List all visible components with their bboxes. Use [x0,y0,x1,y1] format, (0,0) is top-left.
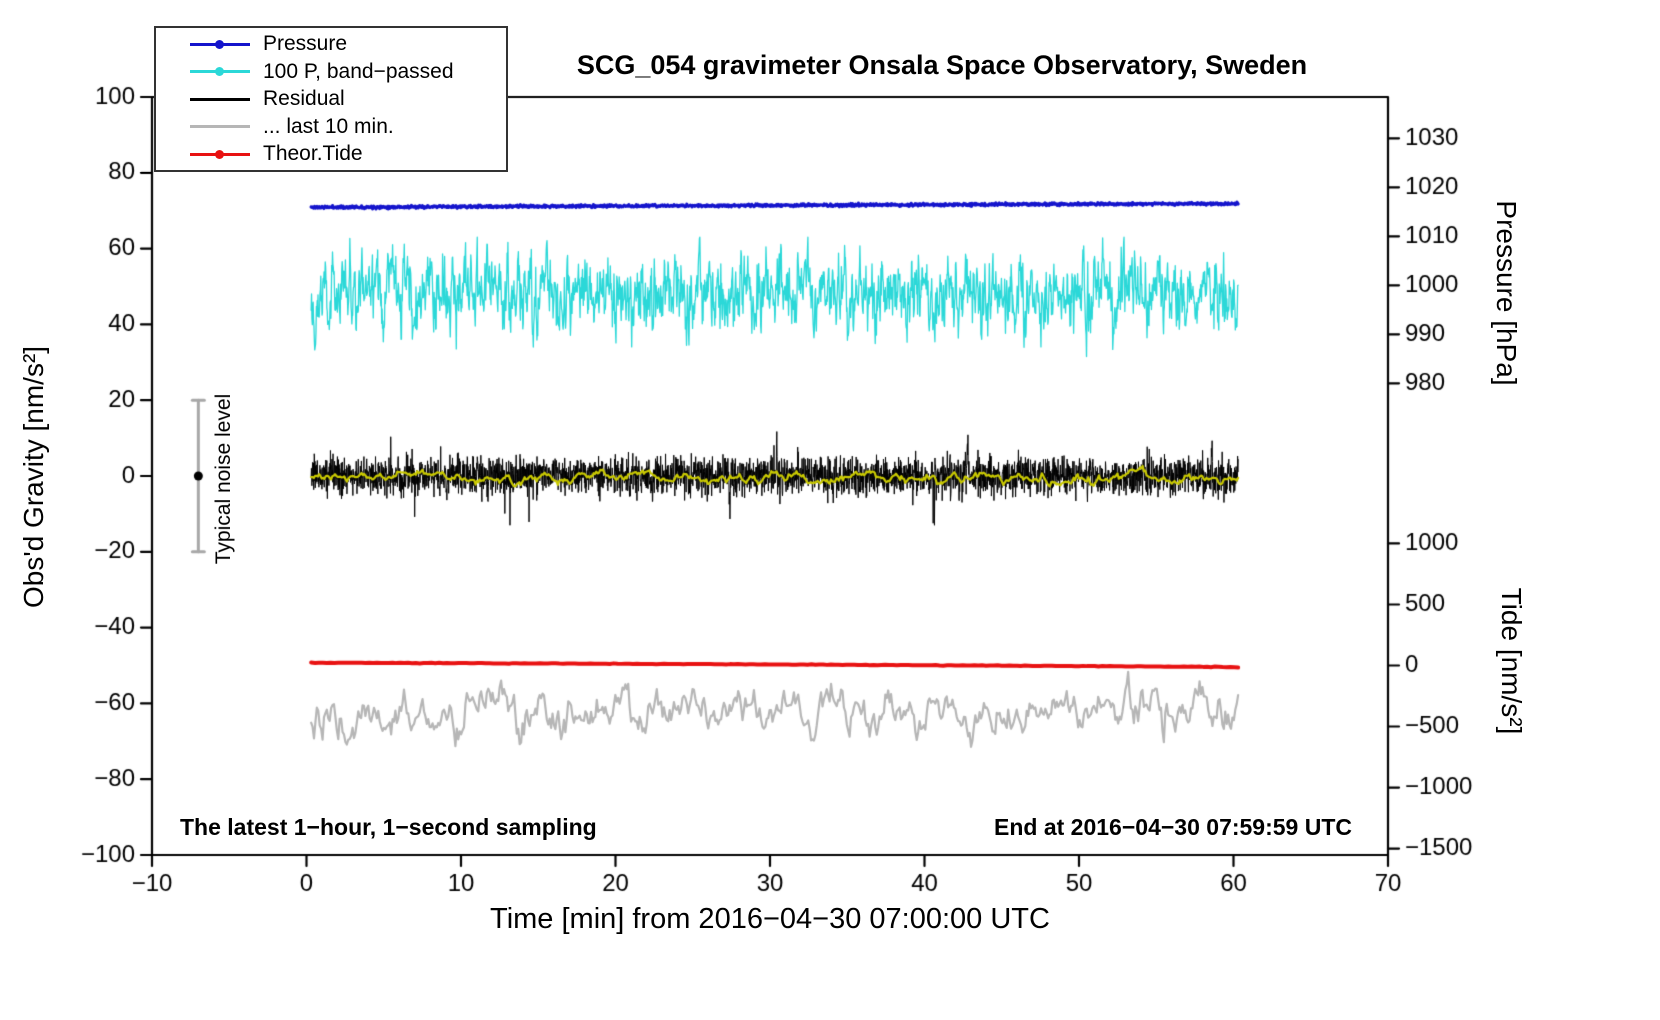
legend-item-last10min: ... last 10 min. [156,113,506,140]
legend-label-last10min: ... last 10 min. [263,114,394,138]
x-axis-label: Time [min] from 2016−04−30 07:00:00 UTC [490,903,1050,935]
legend-item-residual: Residual [156,86,506,113]
legend-item-theortide: Theor.Tide [156,141,506,168]
chart-title: SCG_054 gravimeter Onsala Space Observat… [576,50,1308,80]
y-axis-label-gravity: Obs'd Gravity [nm/s²] [18,345,49,609]
end-time-note: End at 2016−04−30 07:59:59 UTC [994,814,1352,840]
legend-label-bandpassed: 100 P, band−passed [263,59,454,83]
legend-label-pressure: Pressure [263,32,348,55]
theortide-line-swatch [190,147,250,162]
legend-item-bandpassed: 100 P, band−passed [156,58,506,85]
pressure-line-swatch [190,37,250,52]
y-axis-label-tide: Tide [nm/s²] [1496,587,1527,735]
y-axis-label-pressure: Pressure [hPa] [1491,200,1522,386]
noise-level-label: Typical noise level [212,393,235,565]
sampling-note: The latest 1−hour, 1−second sampling [180,814,597,840]
last10min-line-swatch [190,119,250,134]
legend-item-pressure: Pressure [156,31,506,58]
residual-line-swatch [190,92,250,107]
bandpassed-line-swatch [190,64,250,79]
legend-label-residual: Residual [263,87,345,110]
legend-label-theortide: Theor.Tide [263,142,363,165]
legend: Pressure 100 P, band−passed Residual ...… [154,26,508,172]
